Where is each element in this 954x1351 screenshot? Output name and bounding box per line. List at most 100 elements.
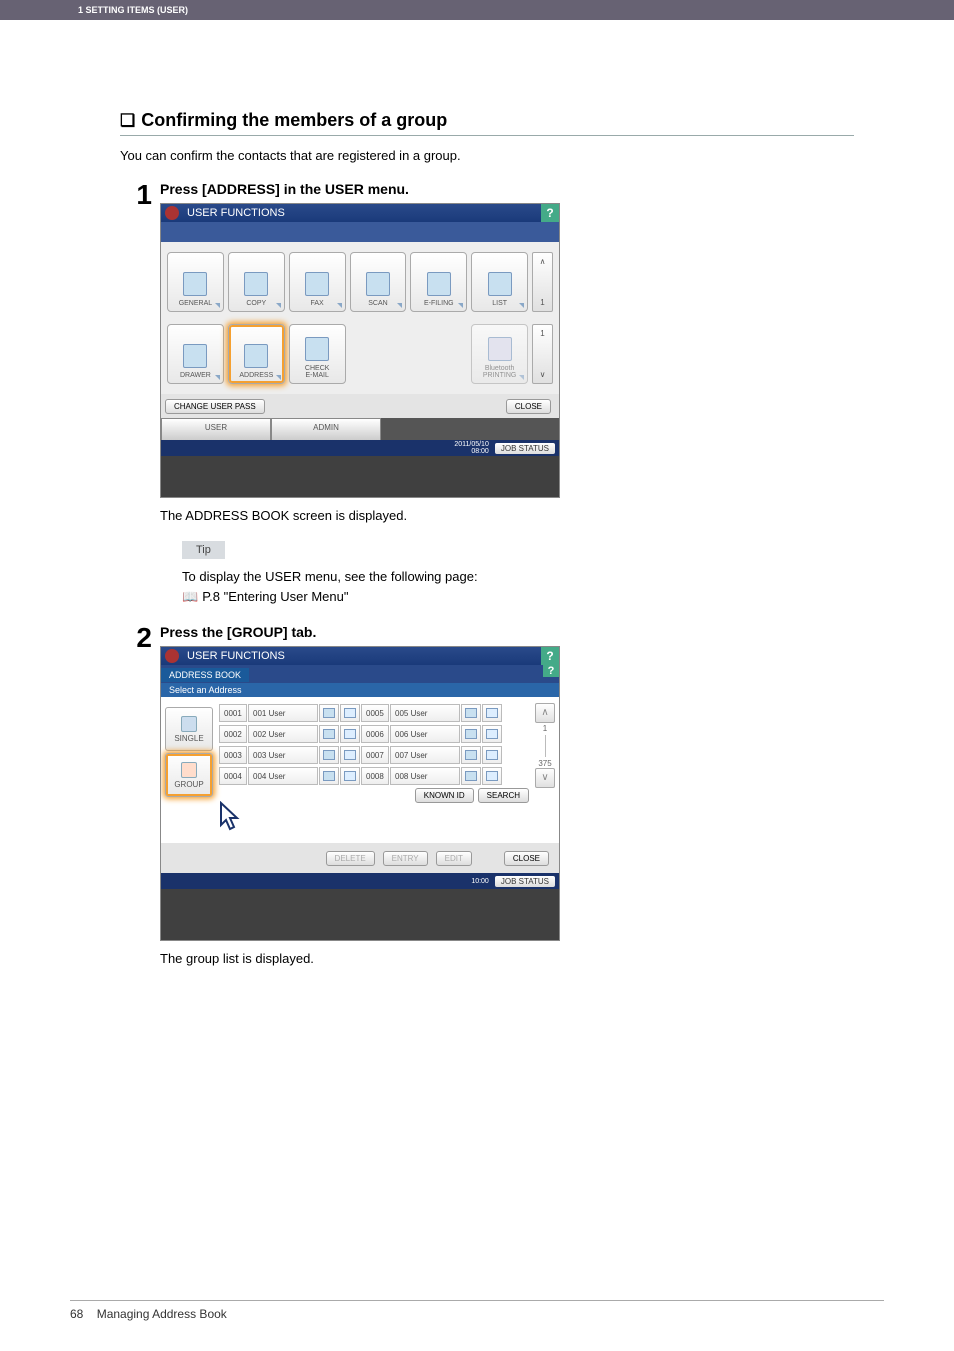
job-status-button[interactable]: JOB STATUS: [495, 443, 555, 454]
screenshot-1-title: USER FUNCTIONS: [187, 207, 285, 219]
scroll-up-button[interactable]: ∧: [535, 703, 555, 723]
email-icon[interactable]: [482, 704, 502, 722]
list-row[interactable]: 0001001 User 0005005 User: [219, 703, 533, 723]
help-icon[interactable]: ?: [541, 204, 559, 222]
step-1-number: 1: [120, 181, 160, 606]
tile-drawer[interactable]: DRAWER: [167, 324, 224, 384]
power-icon-2: [165, 649, 179, 663]
email-icon[interactable]: [340, 725, 360, 743]
step-2-title: Press the [GROUP] tab.: [160, 624, 854, 640]
address-book-left-tabs: SINGLE GROUP: [165, 707, 215, 799]
tile-empty-1: [350, 324, 407, 384]
help-icon-2[interactable]: ?: [541, 647, 559, 665]
screenshot-1-button-row: CHANGE USER PASS CLOSE: [161, 394, 559, 418]
breadcrumb-select: Select an Address: [161, 683, 559, 697]
job-status-button-2[interactable]: JOB STATUS: [495, 876, 555, 887]
step-2-number: 2: [120, 624, 160, 966]
email-icon[interactable]: [340, 746, 360, 764]
timestamp: 2011/05/10 08:00: [454, 441, 489, 455]
tip-line-1: To display the USER menu, see the follow…: [182, 569, 478, 584]
intro-text: You can confirm the contacts that are re…: [120, 148, 854, 163]
heading: ❏Confirming the members of a group: [120, 110, 854, 136]
timestamp-2: 10:00: [471, 878, 489, 885]
email-icon[interactable]: [340, 704, 360, 722]
page-number: 68: [70, 1307, 83, 1321]
tile-address[interactable]: ADDRESS: [228, 324, 285, 384]
tile-list[interactable]: LIST: [471, 252, 528, 312]
screenshot-1-subbar: [161, 222, 559, 242]
help-icon-3[interactable]: ?: [543, 665, 559, 677]
step-2: 2 Press the [GROUP] tab. USER FUNCTIONS …: [120, 624, 854, 966]
screenshot-2-titlebar: USER FUNCTIONS ?: [161, 647, 559, 665]
scroll-down-button[interactable]: ∨: [535, 768, 555, 788]
step-2-caption: The group list is displayed.: [160, 951, 854, 966]
tip-text: To display the USER menu, see the follow…: [182, 567, 854, 606]
book-icon: 📖: [182, 589, 198, 604]
page-footer: 68 Managing Address Book: [70, 1300, 884, 1321]
page-current: 1: [535, 724, 555, 733]
screenshot-1-titlebar: USER FUNCTIONS ?: [161, 204, 559, 222]
email-icon[interactable]: [482, 746, 502, 764]
screenshot-1-status: 2011/05/10 08:00 JOB STATUS: [161, 440, 559, 456]
fax-icon[interactable]: [461, 767, 481, 785]
step-1: 1 Press [ADDRESS] in the USER menu. USER…: [120, 181, 854, 606]
fax-icon[interactable]: [461, 704, 481, 722]
tab-single[interactable]: SINGLE: [165, 707, 213, 751]
tab-group[interactable]: GROUP: [165, 753, 213, 797]
tile-efiling[interactable]: E-FILING: [410, 252, 467, 312]
screenshot-1-tabs: USER ADMIN: [161, 418, 559, 440]
page-indicator-top[interactable]: ∧1: [532, 252, 553, 312]
tile-check-email[interactable]: CHECK E-MAIL: [289, 324, 346, 384]
entry-button[interactable]: ENTRY: [383, 851, 428, 866]
tip-line-2: P.8 "Entering User Menu": [202, 589, 348, 604]
address-book-scroller: ∧ 1 375 ∨: [535, 703, 555, 789]
fax-icon[interactable]: [319, 746, 339, 764]
tile-fax[interactable]: FAX: [289, 252, 346, 312]
address-book-list: 0001001 User 0005005 User 0002002 User 0…: [219, 703, 533, 803]
tip-badge: Tip: [182, 541, 225, 559]
power-icon: [165, 206, 179, 220]
screenshot-2: USER FUNCTIONS ? ADDRESS BOOK ? Select a…: [160, 646, 560, 941]
close-button-2[interactable]: CLOSE: [504, 851, 549, 866]
fax-icon[interactable]: [319, 725, 339, 743]
fax-icon[interactable]: [461, 746, 481, 764]
change-pass-button[interactable]: CHANGE USER PASS: [165, 399, 265, 414]
email-icon[interactable]: [482, 767, 502, 785]
address-book-body: SINGLE GROUP 0001001 User 0005005 User: [161, 697, 559, 889]
close-button[interactable]: CLOSE: [506, 399, 551, 414]
tab-admin[interactable]: ADMIN: [271, 418, 381, 440]
list-row[interactable]: 0002002 User 0006006 User: [219, 724, 533, 744]
page: 1 SETTING ITEMS (USER) ❏Confirming the m…: [0, 0, 954, 1351]
address-book-buttons: DELETE ENTRY EDIT CLOSE: [161, 843, 559, 873]
tile-copy[interactable]: COPY: [228, 252, 285, 312]
screenshot-1: USER FUNCTIONS ? GENERAL COPY FAX SCAN E…: [160, 203, 560, 498]
email-icon[interactable]: [482, 725, 502, 743]
search-button[interactable]: SEARCH: [478, 788, 529, 803]
tile-bluetooth[interactable]: Bluetooth PRINTING: [471, 324, 528, 384]
known-id-button[interactable]: KNOWN ID: [415, 788, 474, 803]
tab-user[interactable]: USER: [161, 418, 271, 440]
fax-icon[interactable]: [319, 767, 339, 785]
breadcrumb-address-book: ADDRESS BOOK: [161, 668, 249, 682]
step-1-caption: The ADDRESS BOOK screen is displayed.: [160, 508, 854, 523]
page-indicator-bot[interactable]: 1∨: [532, 324, 553, 384]
list-row[interactable]: 0004004 User 0008008 User: [219, 766, 533, 786]
list-row[interactable]: 0003003 User 0007007 User: [219, 745, 533, 765]
section-title: 1 SETTING ITEMS (USER): [78, 5, 188, 15]
email-icon[interactable]: [340, 767, 360, 785]
screenshot-2-title: USER FUNCTIONS: [187, 650, 285, 662]
tile-general[interactable]: GENERAL: [167, 252, 224, 312]
cursor-icon: [215, 801, 243, 833]
address-book-bottom: DELETE ENTRY EDIT CLOSE 10:00 JOB STATUS: [161, 843, 559, 889]
tile-empty-2: [410, 324, 467, 384]
edit-button[interactable]: EDIT: [436, 851, 472, 866]
tiles-row-1: GENERAL COPY FAX SCAN E-FILING LIST ∧1: [161, 242, 559, 322]
fax-icon[interactable]: [461, 725, 481, 743]
doc-header-bar: 1 SETTING ITEMS (USER): [0, 0, 954, 20]
tile-scan[interactable]: SCAN: [350, 252, 407, 312]
fax-icon[interactable]: [319, 704, 339, 722]
delete-button[interactable]: DELETE: [326, 851, 375, 866]
page-total: 375: [535, 759, 555, 768]
tiles-row-2: DRAWER ADDRESS CHECK E-MAIL Bluetooth PR…: [161, 322, 559, 394]
content-area: ❏Confirming the members of a group You c…: [0, 20, 954, 966]
